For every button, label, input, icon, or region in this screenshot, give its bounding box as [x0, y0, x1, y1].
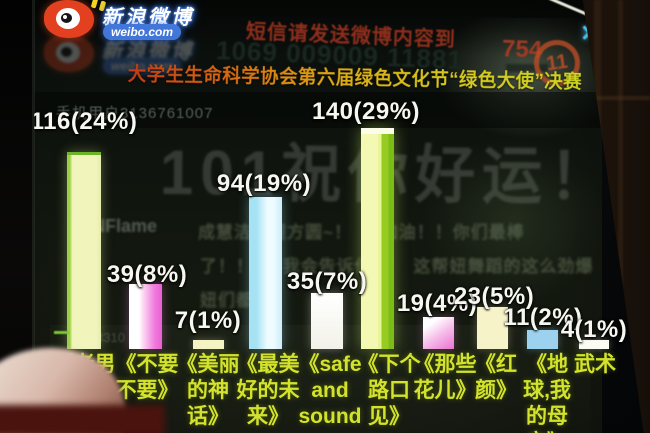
- chart-bar: [193, 340, 224, 349]
- bar-value-label: 140(29%): [311, 98, 421, 125]
- chart-bar: [477, 307, 508, 349]
- wall-panel-line: [582, 96, 650, 100]
- weibo-logo-ghost: 新浪微博 weibo.com: [40, 34, 200, 76]
- bar-category-label: 《下个 路口 见》: [357, 353, 421, 428]
- bar-value-label: 39(8%): [106, 261, 188, 288]
- bar-category-label: 《不要 不要》: [115, 353, 179, 402]
- weibo-eye-icon: [44, 0, 107, 38]
- weibo-pupil: [61, 13, 72, 23]
- bar-value-label: 94(19%): [216, 170, 312, 197]
- weibo-url-pill: weibo.com: [103, 24, 182, 40]
- weibo-brand-text: 新浪微博: [102, 41, 194, 63]
- weibo-eye-icon: [44, 34, 94, 72]
- bar-category-label: 《红 颜》: [475, 353, 517, 402]
- weibo-glint: [63, 15, 67, 19]
- weibo-quote-mark: [90, 0, 99, 9]
- screen-edge-line: [32, 0, 35, 433]
- chart-bar: [361, 128, 394, 349]
- bar-value-label: 35(7%): [286, 268, 368, 295]
- bar-value-label: 4(1%): [560, 316, 628, 343]
- glitch-artifact: [54, 331, 69, 334]
- bar-category-label: 《safe and sound: [298, 353, 362, 428]
- weibo-eyeball: [56, 8, 80, 29]
- watermark-nflame: NFlame: [92, 216, 158, 236]
- bar-category-label: 《美丽 的神 话》: [176, 353, 240, 428]
- weibo-logo[interactable]: 新浪微博 weibo.com: [40, 0, 200, 42]
- weibo-brand-text: 新浪微博: [102, 7, 194, 29]
- watermark-line: 妞们都: [200, 291, 254, 310]
- chart-bar: [249, 197, 282, 349]
- foreground-red-shape: [0, 405, 165, 433]
- bar-category-label: 《最美 好的未 来》: [236, 353, 300, 428]
- chart-bar: [527, 330, 558, 349]
- wall-panel-line: [618, 0, 623, 433]
- blurred-caption: [506, 64, 548, 72]
- chart-bar: [311, 293, 343, 349]
- chart-bar: [129, 284, 162, 349]
- bar-value-label: 19(4%): [396, 290, 478, 317]
- watermark-line: 成慧洁 程方圆~！ 加油！！你们最棒: [198, 223, 525, 242]
- chart-bar: [579, 340, 609, 349]
- chart-bar: [423, 317, 454, 349]
- weibo-url-pill: weibo.com: [103, 58, 182, 74]
- bar-value-label: 23(5%): [453, 283, 535, 310]
- chart-bar: [67, 152, 101, 349]
- bar-category-label: 武术: [574, 353, 616, 376]
- bar-value-label: 11(2%): [503, 304, 583, 331]
- bar-value-label: 7(1%): [174, 307, 242, 334]
- bar-category-label: 《地 球,我 的母 亲》: [523, 353, 571, 433]
- bar-category-label: 《那些 花儿》: [413, 353, 477, 402]
- watermark-user-id: 手机用户3136761007: [56, 105, 214, 122]
- weibo-pupil: [61, 47, 72, 57]
- bar-value-label: 116(24%): [30, 108, 138, 135]
- weibo-eyeball: [56, 42, 80, 63]
